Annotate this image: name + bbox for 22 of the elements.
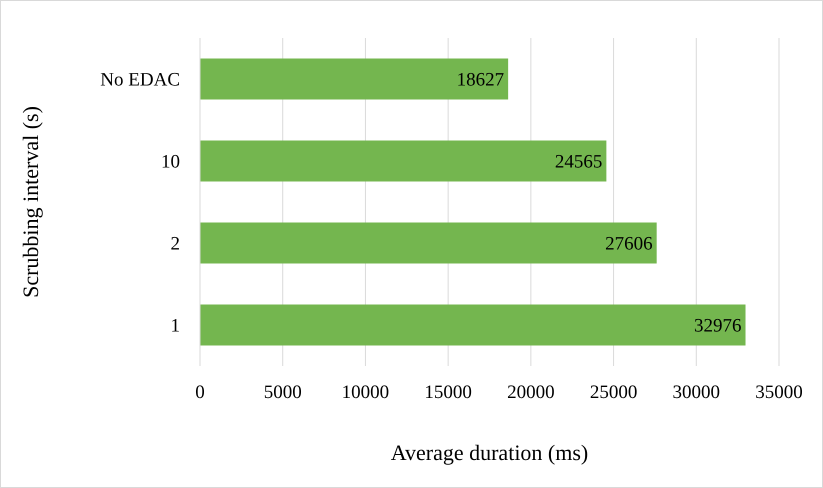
bar [200, 304, 746, 346]
y-tick-label: 1 [170, 316, 180, 337]
x-tick-label: 5000 [264, 382, 302, 403]
x-tick-label: 0 [195, 382, 205, 403]
bar [200, 140, 606, 182]
x-tick-label: 25000 [590, 382, 638, 403]
x-tick-label: 20000 [507, 382, 555, 403]
y-tick-label: No EDAC [100, 70, 180, 91]
y-axis-title: Scrubbing interval (s) [18, 106, 43, 298]
data-label: 32976 [694, 316, 742, 337]
x-tick-label: 15000 [424, 382, 472, 403]
y-tick-label: 10 [161, 152, 180, 173]
x-axis-title: Average duration (ms) [390, 440, 588, 465]
bar [200, 222, 657, 264]
y-tick-label: 2 [170, 234, 180, 255]
bar [200, 58, 508, 100]
x-tick-label: 30000 [672, 382, 720, 403]
data-label: 27606 [605, 234, 653, 255]
data-label: 18627 [456, 70, 504, 91]
x-tick-label: 35000 [755, 382, 803, 403]
data-label: 24565 [554, 152, 602, 173]
x-tick-label: 10000 [342, 382, 390, 403]
